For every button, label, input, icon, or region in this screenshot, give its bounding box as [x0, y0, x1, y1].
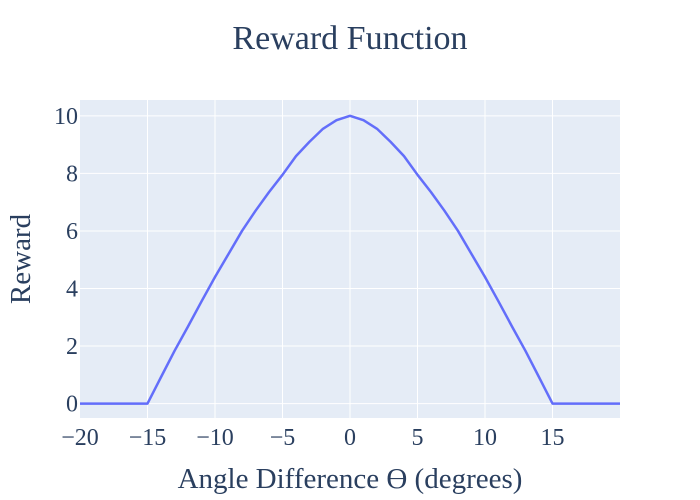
x-tick-label: −15: [129, 425, 167, 451]
y-axis-label: Reward: [5, 213, 37, 304]
y-tick-label: 4: [66, 276, 78, 302]
x-tick-label: 0: [344, 425, 356, 451]
y-tick-label: 0: [66, 392, 78, 418]
x-gridlines: [147, 100, 553, 418]
x-tick-label: −20: [61, 425, 99, 451]
x-tick-label: 15: [541, 425, 565, 451]
y-gridlines: [80, 115, 620, 405]
reward-line: [80, 114, 620, 405]
chart-title: Reward Function: [232, 20, 467, 57]
x-axis-ticks: −20 −15 −10 −5 0 5 10 15: [61, 425, 564, 451]
x-tick-label: 10: [473, 425, 497, 451]
x-tick-label: −10: [196, 425, 234, 451]
x-tick-label: 5: [412, 425, 424, 451]
y-tick-label: 6: [66, 219, 78, 245]
x-tick-label: −5: [270, 425, 296, 451]
y-tick-label: 2: [66, 334, 78, 360]
y-axis-ticks: 0 2 4 6 8 10: [54, 104, 78, 418]
x-axis-label: Angle Difference ϴ (degrees): [178, 463, 523, 495]
y-tick-label: 10: [54, 104, 78, 130]
y-tick-label: 8: [66, 161, 78, 187]
